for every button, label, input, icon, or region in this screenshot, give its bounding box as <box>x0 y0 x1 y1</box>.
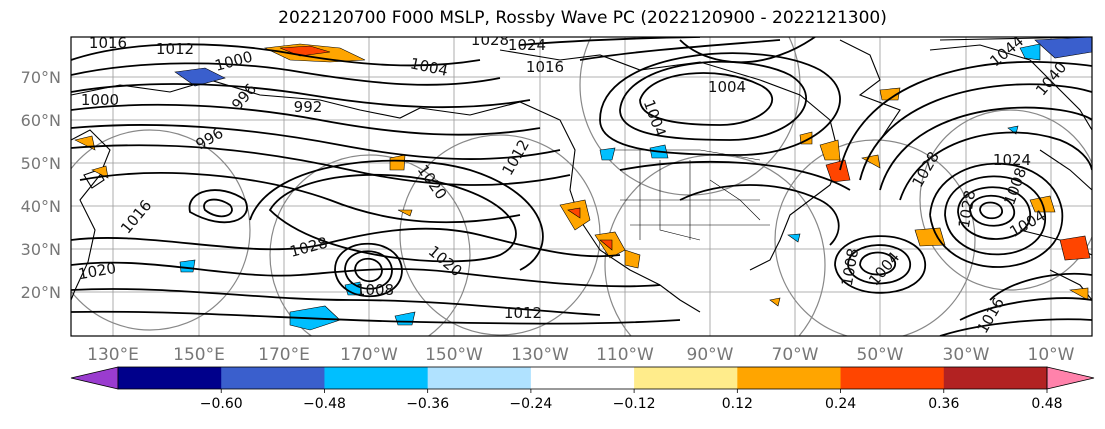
lon-label: 170°E <box>258 345 310 365</box>
lat-label: 20°N <box>21 283 61 302</box>
colorbar-bin <box>221 367 325 389</box>
colorbar-outline <box>117 366 1048 390</box>
lon-label: 150°W <box>425 345 483 365</box>
colorbar-tick-label: −0.60 <box>200 396 243 412</box>
contour-label: 1024 <box>993 151 1031 169</box>
colorbar-tick-label: 0.48 <box>1031 396 1062 412</box>
isobars <box>71 37 1092 336</box>
map-frame-fill <box>71 37 1092 336</box>
colorbar-bin <box>943 367 1048 389</box>
contour-label: 1024 <box>508 36 546 54</box>
colorbar-bin <box>324 367 429 389</box>
longitude-labels: 130°E 150°E 170°E 170°W 150°W 130°W 110°… <box>87 345 1075 365</box>
colorbar-tick-label: 0.12 <box>722 396 753 412</box>
contour-label: 1012 <box>504 304 542 322</box>
colorbar-tick-label: 0.36 <box>928 396 959 412</box>
colorbar-bin <box>118 367 222 389</box>
contour-label: 1028 <box>471 31 509 49</box>
contour-label: 1016 <box>526 58 564 76</box>
colorbar-tick-label: −0.12 <box>613 396 656 412</box>
map-frame <box>70 36 1093 337</box>
contour-label: 1008 <box>356 281 394 299</box>
lon-label: 10°W <box>1028 345 1075 365</box>
colorbar-bin <box>840 367 945 389</box>
lat-label: 70°N <box>21 68 61 87</box>
colorbar-tick-label: −0.48 <box>303 396 346 412</box>
contour-label: 1000 <box>81 91 119 109</box>
lon-label: 70°W <box>772 345 819 365</box>
contour-label: 992 <box>294 98 323 116</box>
lon-label: 170°W <box>340 345 398 365</box>
lat-label: 40°N <box>21 197 61 216</box>
latitude-labels: 70°N 60°N 50°N 40°N 30°N 20°N <box>21 68 61 302</box>
lon-label: 130°W <box>511 345 569 365</box>
contour-label: 1004 <box>708 78 746 96</box>
contour-label: 1016 <box>89 34 127 52</box>
colorbar-bin <box>427 367 532 389</box>
colorbar-tick-label: 0.24 <box>825 396 856 412</box>
lon-label: 110°W <box>596 345 654 365</box>
colorbar-over-arrow <box>1046 366 1095 390</box>
colorbar-bin <box>737 367 842 389</box>
contour-label: 1012 <box>156 40 194 58</box>
colorbar: −0.60 −0.48 −0.36 −0.24 −0.12 0.12 0.24 0.36 0.4… <box>70 366 1095 412</box>
colorbar-bin <box>530 367 635 389</box>
colorbar-bin <box>634 367 738 389</box>
lon-label: 90°W <box>687 345 734 365</box>
lon-label: 50°W <box>857 345 904 365</box>
lon-label: 30°W <box>943 345 990 365</box>
lat-label: 50°N <box>21 154 61 173</box>
map-title: 2022120700 F000 MSLP, Rossby Wave PC (20… <box>278 8 887 28</box>
colorbar-tick-label: −0.24 <box>509 396 552 412</box>
lon-label: 150°E <box>173 345 225 365</box>
colorbar-tick-label: −0.36 <box>406 396 449 412</box>
lat-label: 30°N <box>21 240 61 259</box>
lat-label: 60°N <box>21 111 61 130</box>
colorbar-under-arrow <box>70 366 119 390</box>
lon-label: 130°E <box>87 345 139 365</box>
